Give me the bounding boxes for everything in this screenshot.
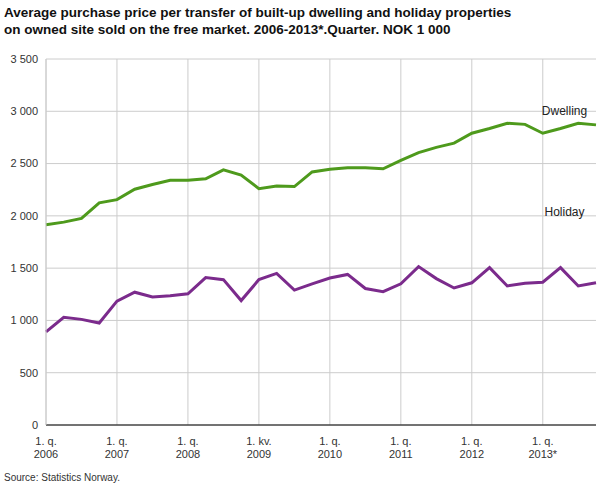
svg-text:1. q.2011: 1. q.2011 <box>389 435 413 460</box>
svg-text:500: 500 <box>20 367 38 379</box>
svg-text:1. q.2007: 1. q.2007 <box>105 435 129 460</box>
html-text:on owned site sold on the free: on owned site sold on the free market. 2… <box>4 22 451 37</box>
svg-text:1. q.2008: 1. q.2008 <box>176 435 200 460</box>
svg-text:1. q.2010: 1. q.2010 <box>318 435 342 460</box>
svg-text:0: 0 <box>32 419 38 431</box>
svg-text:1. q.2006: 1. q.2006 <box>34 435 58 460</box>
html-text:Average purchase price per tra: Average purchase price per transfer of b… <box>4 5 512 20</box>
svg-text:1. q.2012: 1. q.2012 <box>460 435 484 460</box>
svg-text:1 000: 1 000 <box>10 314 38 326</box>
svg-text:1. kv.2009: 1. kv.2009 <box>246 435 271 460</box>
svg-text:Dwelling: Dwelling <box>542 104 587 118</box>
svg-text:2 000: 2 000 <box>10 210 38 222</box>
svg-text:3 000: 3 000 <box>10 105 38 117</box>
svg-text:2 500: 2 500 <box>10 157 38 169</box>
svg-text:1. q.2013*: 1. q.2013* <box>528 435 557 460</box>
svg-text:1 500: 1 500 <box>10 262 38 274</box>
html-text:Source: Statistics Norway.: Source: Statistics Norway. <box>4 472 120 483</box>
svg-text:Holiday: Holiday <box>545 205 585 219</box>
svg-text:3 500: 3 500 <box>10 53 38 65</box>
